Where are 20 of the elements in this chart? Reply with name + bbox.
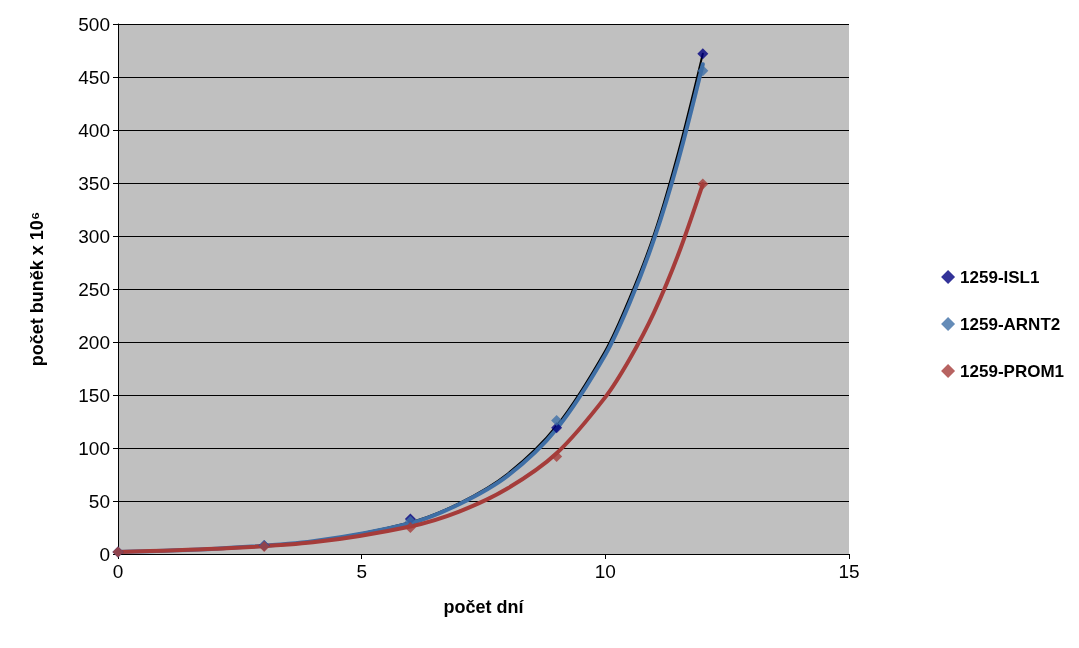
x-tick-label: 10 <box>594 561 616 582</box>
legend-label: 1259-PROM1 <box>960 361 1064 381</box>
y-tick-label: 250 <box>78 278 110 300</box>
x-axis-title: počet dní <box>443 597 525 617</box>
y-tick-label: 100 <box>78 437 110 459</box>
y-tick-label: 450 <box>78 66 110 88</box>
y-tick-label: 0 <box>99 543 110 565</box>
legend-label: 1259-ISL1 <box>960 267 1040 287</box>
y-tick-label: 300 <box>78 225 110 247</box>
y-tick-label: 200 <box>78 331 110 353</box>
x-tick-label: 15 <box>838 561 860 582</box>
y-tick-label: 500 <box>78 13 110 35</box>
y-axis-title: počet buněk x 10⁶ <box>27 211 47 367</box>
y-tick-label: 150 <box>78 384 110 406</box>
y-tick-label: 400 <box>78 119 110 141</box>
y-tick-label: 50 <box>88 490 110 512</box>
x-tick-label: 5 <box>356 561 367 582</box>
legend-label: 1259-ARNT2 <box>960 314 1061 334</box>
y-tick-label: 350 <box>78 172 110 194</box>
x-tick-label: 0 <box>112 561 124 582</box>
